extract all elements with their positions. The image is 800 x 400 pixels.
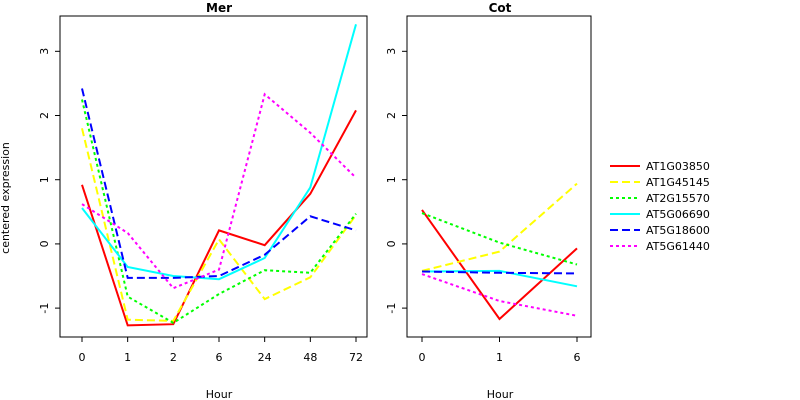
y-tick-label: 3 <box>38 48 51 55</box>
y-axis-label: centered expression <box>0 142 12 254</box>
y-tick-label: 3 <box>385 48 398 55</box>
x-tick-label: 24 <box>258 351 272 364</box>
x-tick-label: 0 <box>79 351 86 364</box>
series-line-at5g61440 <box>81 92 357 290</box>
panel-cot-frame <box>406 15 592 338</box>
legend-label: AT5G06690 <box>646 208 710 221</box>
legend-label: AT1G45145 <box>646 176 710 189</box>
legend-label: AT1G03850 <box>646 160 710 173</box>
series-line-at2g15570 <box>81 99 357 325</box>
series-line-at1g45145 <box>81 128 357 322</box>
legend: AT1G03850 AT1G45145 AT2G15570 AT5G06690 AT5G… <box>610 160 710 253</box>
panel-mer-lines <box>81 24 357 327</box>
panel-mer-frame <box>59 15 368 338</box>
y-tick-label: 0 <box>38 240 51 247</box>
series-line-at2g15570 <box>421 212 578 266</box>
y-tick-label: 2 <box>385 112 398 119</box>
series-line-at5g61440 <box>421 273 578 317</box>
series-line-at5g18600 <box>421 270 578 275</box>
y-tick-label: 2 <box>38 112 51 119</box>
x-tick-label: 6 <box>216 351 223 364</box>
legend-label: AT5G61440 <box>646 240 710 253</box>
panel-cot-title: Cot <box>489 1 512 15</box>
series-line-at1g03850 <box>421 209 578 321</box>
series-line-at1g03850 <box>81 109 357 327</box>
y-tick-label: 0 <box>385 240 398 247</box>
panel-cot-y-axis: -1 0 1 2 3 <box>385 48 407 314</box>
y-tick-label: 1 <box>38 176 51 183</box>
panel-cot: Cot -1 0 1 2 3 0 1 6 Hour <box>385 1 592 400</box>
legend-label: AT2G15570 <box>646 192 710 205</box>
x-tick-label: 48 <box>303 351 317 364</box>
y-tick-label: 1 <box>385 176 398 183</box>
series-line-at5g06690 <box>81 24 357 281</box>
series-line-at1g45145 <box>421 182 578 272</box>
panel-cot-lines <box>421 182 578 321</box>
series-line-at5g18600 <box>81 88 357 279</box>
legend-label: AT5G18600 <box>646 224 710 237</box>
x-tick-label: 1 <box>124 351 131 364</box>
panel-mer-x-axis: 0 1 2 6 24 48 72 <box>79 337 363 364</box>
x-tick-label: 0 <box>419 351 426 364</box>
y-tick-label: -1 <box>385 303 398 314</box>
x-tick-label: 2 <box>170 351 177 364</box>
y-tick-label: -1 <box>38 303 51 314</box>
panel-mer-title: Mer <box>206 1 232 15</box>
panel-mer: Mer -1 0 1 2 3 0 1 2 6 24 48 72 Hour <box>38 1 368 400</box>
x-tick-label: 1 <box>496 351 503 364</box>
x-tick-label: 6 <box>574 351 581 364</box>
panel-cot-x-axis: 0 1 6 <box>419 337 581 364</box>
panel-mer-x-label: Hour <box>206 388 233 400</box>
panel-mer-y-axis: -1 0 1 2 3 <box>38 48 60 314</box>
x-tick-label: 72 <box>349 351 363 364</box>
panel-cot-x-label: Hour <box>487 388 514 400</box>
